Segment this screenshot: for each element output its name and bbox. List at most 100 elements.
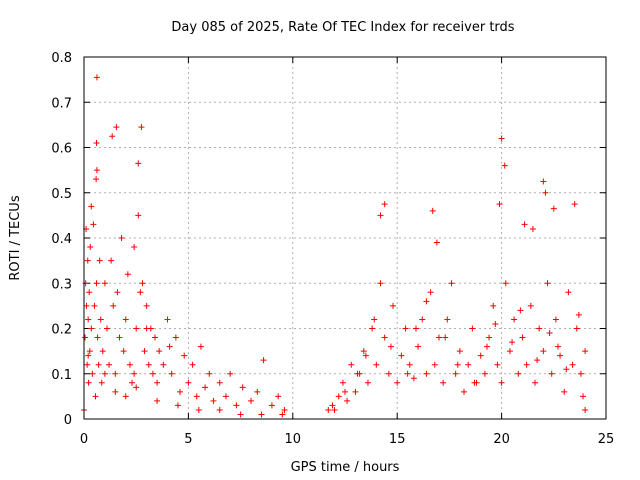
data-point bbox=[210, 397, 217, 404]
data-point bbox=[454, 361, 461, 368]
data-point bbox=[492, 320, 499, 327]
data-point bbox=[406, 361, 413, 368]
data-point bbox=[202, 384, 209, 391]
data-point bbox=[557, 352, 564, 359]
data-point bbox=[494, 361, 501, 368]
data-point bbox=[233, 402, 240, 409]
data-point bbox=[433, 239, 440, 246]
data-point bbox=[571, 201, 578, 208]
data-point bbox=[83, 302, 90, 309]
data-point bbox=[164, 316, 171, 323]
data-point bbox=[112, 370, 119, 377]
data-point bbox=[227, 370, 234, 377]
data-point bbox=[248, 397, 255, 404]
data-point bbox=[151, 334, 158, 341]
data-point bbox=[335, 393, 342, 400]
x-tick-label: 15 bbox=[389, 432, 406, 447]
data-point bbox=[519, 334, 526, 341]
data-point bbox=[369, 325, 376, 332]
data-point bbox=[496, 201, 503, 208]
data-point bbox=[554, 343, 561, 350]
data-point bbox=[550, 205, 557, 212]
data-point bbox=[92, 393, 99, 400]
data-point bbox=[131, 244, 138, 251]
data-point bbox=[373, 361, 380, 368]
data-point bbox=[527, 302, 534, 309]
data-point bbox=[423, 370, 430, 377]
x-tick-label: 10 bbox=[285, 432, 302, 447]
data-point bbox=[423, 298, 430, 305]
data-point bbox=[442, 334, 449, 341]
data-point bbox=[573, 325, 580, 332]
data-point bbox=[177, 388, 184, 395]
data-point bbox=[143, 302, 150, 309]
data-point bbox=[135, 212, 142, 219]
data-point bbox=[486, 334, 493, 341]
data-point bbox=[354, 370, 361, 377]
data-point bbox=[86, 289, 93, 296]
data-point bbox=[546, 330, 553, 337]
data-point bbox=[94, 334, 101, 341]
data-point bbox=[90, 221, 97, 228]
y-tick-label: 0 bbox=[64, 413, 72, 428]
data-point bbox=[448, 280, 455, 287]
data-point bbox=[565, 289, 572, 296]
data-point bbox=[404, 370, 411, 377]
data-point bbox=[540, 178, 547, 185]
data-point bbox=[106, 361, 113, 368]
plot-frame bbox=[83, 56, 607, 420]
data-point bbox=[561, 388, 568, 395]
y-tick-label: 0.5 bbox=[51, 187, 72, 202]
data-point bbox=[154, 397, 161, 404]
data-point bbox=[135, 160, 142, 167]
data-point bbox=[101, 280, 108, 287]
data-point bbox=[569, 361, 576, 368]
data-point bbox=[124, 271, 131, 278]
data-point bbox=[113, 124, 120, 131]
x-tick-label: 20 bbox=[493, 432, 510, 447]
data-point bbox=[122, 316, 129, 323]
data-point bbox=[131, 370, 138, 377]
data-point bbox=[360, 348, 367, 355]
data-point bbox=[427, 289, 434, 296]
data-point bbox=[348, 361, 355, 368]
data-point bbox=[498, 379, 505, 386]
data-point bbox=[84, 361, 91, 368]
data-point bbox=[97, 316, 104, 323]
data-point bbox=[138, 124, 145, 131]
data-point bbox=[237, 411, 244, 418]
data-point bbox=[498, 135, 505, 142]
data-point bbox=[461, 388, 468, 395]
data-point bbox=[195, 406, 202, 413]
data-point bbox=[114, 289, 121, 296]
data-point bbox=[435, 334, 442, 341]
data-point bbox=[540, 348, 547, 355]
y-tick-label: 0.7 bbox=[51, 96, 72, 111]
data-point bbox=[95, 361, 102, 368]
data-point bbox=[172, 334, 179, 341]
data-point bbox=[511, 316, 518, 323]
data-point bbox=[452, 370, 459, 377]
data-point bbox=[154, 379, 161, 386]
data-point bbox=[431, 361, 438, 368]
data-point bbox=[101, 370, 108, 377]
data-point bbox=[381, 201, 388, 208]
y-tick-label: 0.8 bbox=[51, 51, 72, 66]
data-point bbox=[279, 411, 286, 418]
data-point bbox=[189, 361, 196, 368]
data-point bbox=[362, 352, 369, 359]
data-point bbox=[410, 375, 417, 382]
x-axis-label: GPS time / hours bbox=[291, 460, 400, 475]
data-point bbox=[352, 388, 359, 395]
data-point bbox=[501, 162, 508, 169]
data-point bbox=[580, 393, 587, 400]
data-point bbox=[398, 352, 405, 359]
data-point bbox=[394, 379, 401, 386]
data-point bbox=[120, 348, 127, 355]
data-point bbox=[133, 325, 140, 332]
data-point bbox=[563, 366, 570, 373]
data-point bbox=[99, 348, 106, 355]
chart-title: Day 085 of 2025, Rate Of TEC Index for r… bbox=[171, 20, 514, 35]
data-point bbox=[342, 388, 348, 395]
data-point bbox=[521, 221, 528, 228]
